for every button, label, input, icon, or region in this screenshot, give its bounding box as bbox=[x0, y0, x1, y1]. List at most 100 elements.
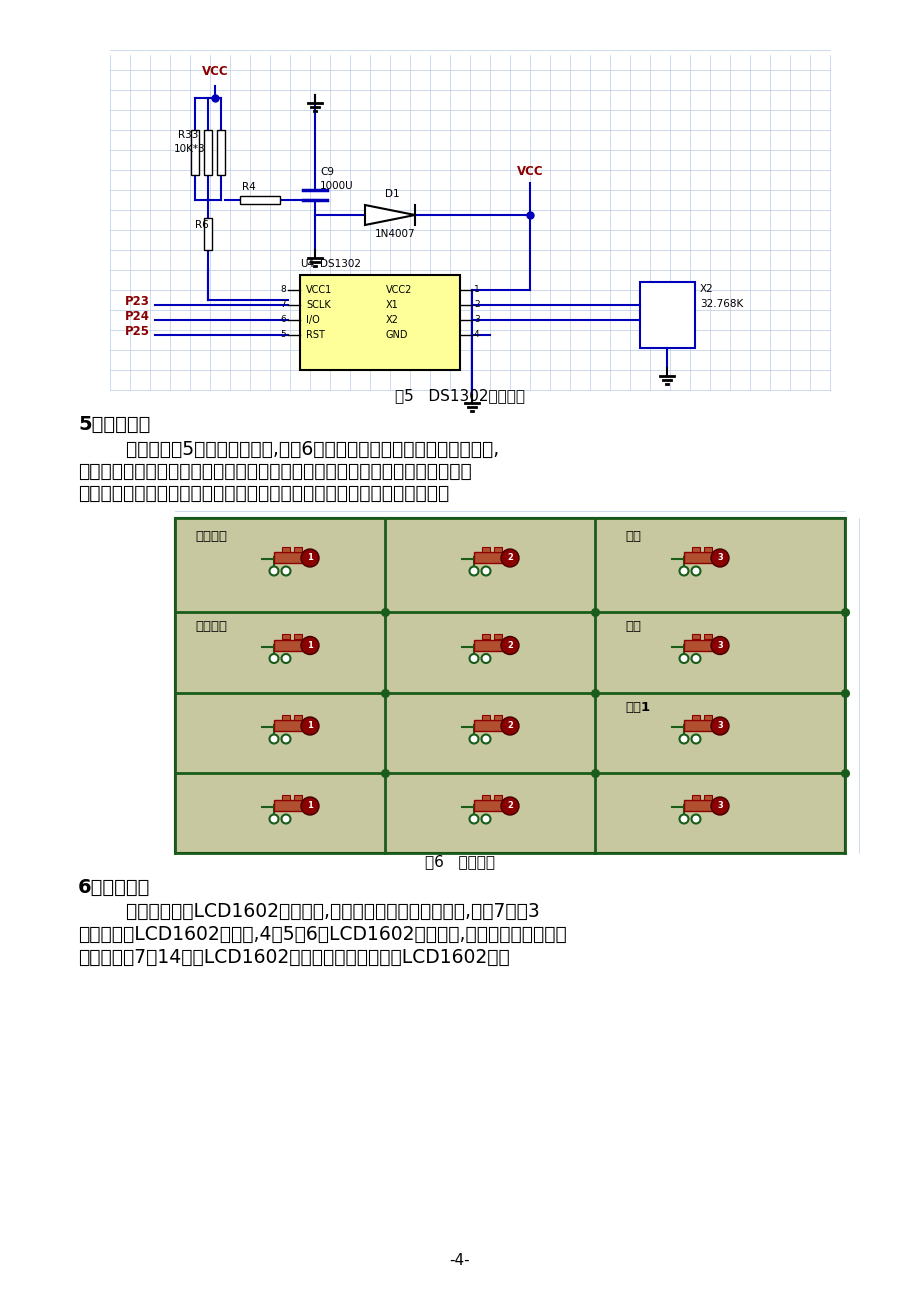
Text: 6、显示电路: 6、显示电路 bbox=[78, 878, 150, 897]
Bar bbox=[204, 130, 211, 174]
FancyBboxPatch shape bbox=[683, 639, 715, 651]
Bar bbox=[691, 547, 699, 552]
Bar bbox=[482, 715, 490, 720]
Bar bbox=[282, 634, 289, 639]
Circle shape bbox=[481, 734, 490, 743]
Text: C9: C9 bbox=[320, 167, 334, 177]
Text: I/O: I/O bbox=[306, 315, 320, 326]
Bar bbox=[282, 796, 289, 799]
Text: VCC2: VCC2 bbox=[386, 285, 412, 296]
Text: 1: 1 bbox=[307, 641, 312, 650]
Bar bbox=[294, 634, 301, 639]
Text: 显示电路采用LCD1602液晶显示,图中只画出了其相应的接口,如图7所示3: 显示电路采用LCD1602液晶显示,图中只画出了其相应的接口,如图7所示3 bbox=[78, 902, 539, 921]
Circle shape bbox=[679, 734, 687, 743]
Text: D1: D1 bbox=[384, 189, 399, 199]
Circle shape bbox=[281, 566, 290, 575]
Text: 1: 1 bbox=[307, 553, 312, 562]
Text: 5: 5 bbox=[279, 331, 286, 340]
Circle shape bbox=[710, 797, 728, 815]
Text: 2: 2 bbox=[506, 721, 513, 730]
Polygon shape bbox=[365, 204, 414, 225]
FancyBboxPatch shape bbox=[274, 799, 306, 811]
Text: -4-: -4- bbox=[449, 1253, 470, 1268]
Bar bbox=[703, 796, 711, 799]
FancyBboxPatch shape bbox=[683, 799, 715, 811]
FancyBboxPatch shape bbox=[274, 552, 306, 562]
Bar bbox=[494, 547, 502, 552]
Text: R6: R6 bbox=[195, 220, 209, 230]
Text: 按键电路由5个轻触开关组成,如图6所示。按键用来调整时间和设定闹钟,: 按键电路由5个轻触开关组成,如图6所示。按键用来调整时间和设定闹钟, bbox=[78, 440, 499, 460]
Circle shape bbox=[691, 734, 699, 743]
Circle shape bbox=[469, 566, 478, 575]
Circle shape bbox=[710, 549, 728, 566]
Bar bbox=[282, 715, 289, 720]
Text: SCLK: SCLK bbox=[306, 299, 331, 310]
Bar bbox=[282, 547, 289, 552]
Circle shape bbox=[501, 797, 518, 815]
Circle shape bbox=[679, 815, 687, 823]
Text: X1: X1 bbox=[386, 299, 398, 310]
Text: 闹钟开关: 闹钟开关 bbox=[195, 530, 227, 543]
Text: 2: 2 bbox=[506, 641, 513, 650]
FancyBboxPatch shape bbox=[274, 639, 306, 651]
Text: 读出指令，7至14脚为LCD1602的数据口，将数传送到LCD1602中。: 读出指令，7至14脚为LCD1602的数据口，将数传送到LCD1602中。 bbox=[78, 948, 509, 967]
Bar bbox=[294, 547, 301, 552]
Text: 上调: 上调 bbox=[624, 530, 641, 543]
Bar bbox=[482, 547, 490, 552]
Bar bbox=[703, 715, 711, 720]
Text: P24: P24 bbox=[125, 310, 150, 323]
Bar bbox=[494, 715, 502, 720]
Circle shape bbox=[301, 637, 319, 655]
Circle shape bbox=[679, 566, 687, 575]
Circle shape bbox=[269, 815, 278, 823]
Bar bbox=[175, 518, 844, 853]
Text: 3: 3 bbox=[716, 721, 722, 730]
Text: P25: P25 bbox=[125, 326, 150, 339]
Text: 7: 7 bbox=[279, 301, 286, 310]
Bar bbox=[482, 634, 490, 639]
Text: 1N4007: 1N4007 bbox=[375, 229, 415, 240]
Circle shape bbox=[501, 549, 518, 566]
Bar bbox=[494, 796, 502, 799]
Circle shape bbox=[710, 637, 728, 655]
Text: 1000U: 1000U bbox=[320, 181, 353, 191]
Circle shape bbox=[269, 566, 278, 575]
Text: VCC: VCC bbox=[516, 165, 543, 178]
Text: 32.768K: 32.768K bbox=[699, 299, 743, 309]
Bar bbox=[482, 796, 490, 799]
Circle shape bbox=[481, 654, 490, 663]
Circle shape bbox=[469, 734, 478, 743]
Text: P23: P23 bbox=[125, 296, 150, 309]
FancyBboxPatch shape bbox=[473, 639, 505, 651]
Bar bbox=[640, 283, 694, 348]
Text: 2: 2 bbox=[473, 301, 479, 310]
Text: X2: X2 bbox=[699, 284, 713, 294]
Bar bbox=[294, 715, 301, 720]
Text: R4: R4 bbox=[242, 182, 255, 191]
Bar bbox=[691, 634, 699, 639]
Text: 3: 3 bbox=[473, 315, 479, 324]
Text: 设置1: 设置1 bbox=[624, 700, 650, 713]
Circle shape bbox=[301, 797, 319, 815]
Text: GND: GND bbox=[386, 329, 408, 340]
Text: 8: 8 bbox=[279, 285, 286, 294]
Circle shape bbox=[481, 566, 490, 575]
Text: VCC: VCC bbox=[201, 65, 228, 78]
Text: 4: 4 bbox=[473, 331, 479, 340]
Circle shape bbox=[269, 654, 278, 663]
Bar bbox=[191, 130, 199, 174]
Text: R33: R33 bbox=[177, 130, 199, 141]
FancyBboxPatch shape bbox=[473, 552, 505, 562]
Circle shape bbox=[281, 734, 290, 743]
Text: 3: 3 bbox=[716, 802, 722, 811]
Text: 10K*3: 10K*3 bbox=[174, 145, 206, 154]
Text: 1: 1 bbox=[473, 285, 479, 294]
Circle shape bbox=[301, 549, 319, 566]
FancyBboxPatch shape bbox=[473, 799, 505, 811]
Bar bbox=[703, 634, 711, 639]
Text: 2: 2 bbox=[506, 802, 513, 811]
FancyBboxPatch shape bbox=[274, 720, 306, 730]
Circle shape bbox=[469, 815, 478, 823]
Text: 5、按键电路: 5、按键电路 bbox=[78, 415, 150, 434]
Bar bbox=[494, 634, 502, 639]
